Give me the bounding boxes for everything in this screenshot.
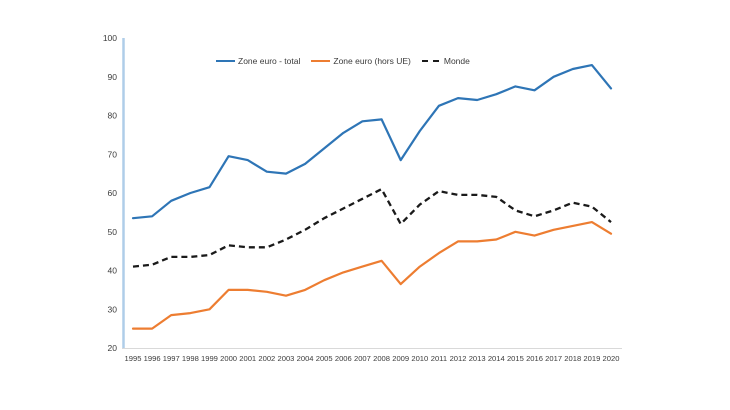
x-tick-label: 2005 — [316, 354, 333, 363]
x-tick-label: 1996 — [144, 354, 161, 363]
x-tick-label: 2011 — [431, 354, 447, 363]
x-tick-label: 1997 — [163, 354, 180, 363]
y-tick-label: 100 — [103, 33, 117, 43]
x-tick-label: 2004 — [297, 354, 314, 363]
y-tick-label: 60 — [108, 188, 118, 198]
x-tick-label: 2016 — [526, 354, 543, 363]
legend-label: Monde — [443, 56, 470, 66]
y-tick-label: 80 — [108, 111, 118, 121]
series-line-1 — [131, 221, 613, 330]
y-tick-label: 30 — [108, 304, 118, 314]
y-tick-label: 90 — [108, 72, 118, 82]
x-tick-label: 2017 — [545, 354, 562, 363]
x-tick-label: 2000 — [220, 354, 237, 363]
legend-item-zone-euro-hors-ue: Zone euro (hors UE) — [311, 56, 411, 66]
x-tick-label: 2006 — [335, 354, 352, 363]
x-tick-label: 2014 — [488, 354, 505, 363]
y-tick-label: 50 — [108, 227, 118, 237]
x-tick-label: 2008 — [373, 354, 390, 363]
x-tick-label: 2009 — [392, 354, 409, 363]
y-tick-label: 20 — [108, 343, 118, 353]
x-tick-label: 2020 — [603, 354, 620, 363]
legend-item-zone-euro-total: Zone euro - total — [216, 56, 300, 66]
series-line-0 — [131, 63, 613, 220]
x-tick-label: 2018 — [564, 354, 581, 363]
x-tick-label: 2010 — [411, 354, 428, 363]
y-tick-label: 40 — [108, 266, 118, 276]
y-tick-label: 70 — [108, 149, 118, 159]
legend-label: Zone euro (hors UE) — [333, 56, 411, 66]
x-tick-label: 2001 — [239, 354, 256, 363]
x-tick-label: 1995 — [125, 354, 142, 363]
x-tick-label: 2007 — [354, 354, 371, 363]
legend-label: Zone euro - total — [238, 56, 301, 66]
legend-dash-marker — [421, 59, 441, 63]
chart-legend: Zone euro - total Zone euro (hors UE) Mo… — [216, 56, 470, 66]
legend-item-monde: Monde — [421, 56, 470, 66]
x-tick-label: 2002 — [258, 354, 275, 363]
x-tick-label: 2012 — [450, 354, 467, 363]
x-tick-label: 2013 — [469, 354, 486, 363]
legend-line-marker — [311, 59, 331, 63]
x-tick-label: 1998 — [182, 354, 199, 363]
series-line-2 — [132, 187, 612, 268]
x-tick-label: 1999 — [201, 354, 218, 363]
x-tick-label: 2003 — [278, 354, 295, 363]
x-tick-label: 2015 — [507, 354, 524, 363]
legend-line-marker — [216, 59, 235, 63]
x-tick-label: 2019 — [583, 354, 600, 363]
